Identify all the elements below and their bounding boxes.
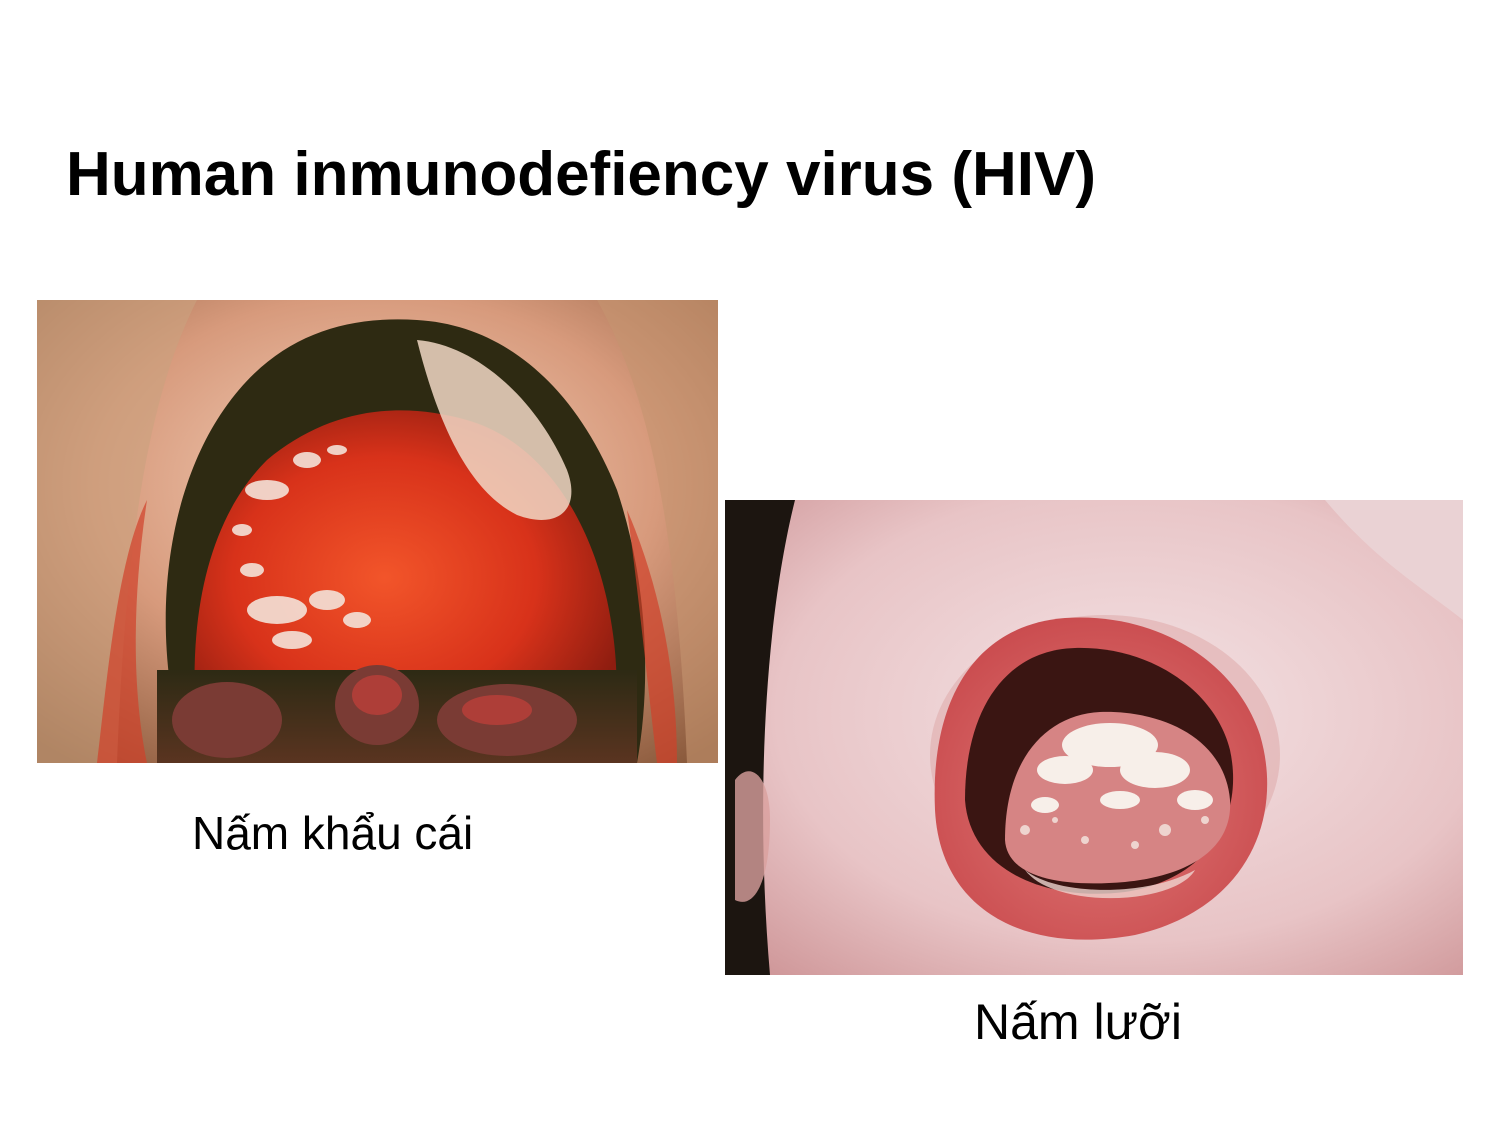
- slide-title: Human inmunodefiency virus (HIV): [66, 140, 1097, 209]
- caption-palate: Nấm khẩu cái: [192, 807, 474, 859]
- oral-palate-photo: [37, 300, 718, 763]
- oral-tongue-photo: [725, 500, 1463, 975]
- caption-tongue: Nấm lưỡi: [974, 994, 1182, 1050]
